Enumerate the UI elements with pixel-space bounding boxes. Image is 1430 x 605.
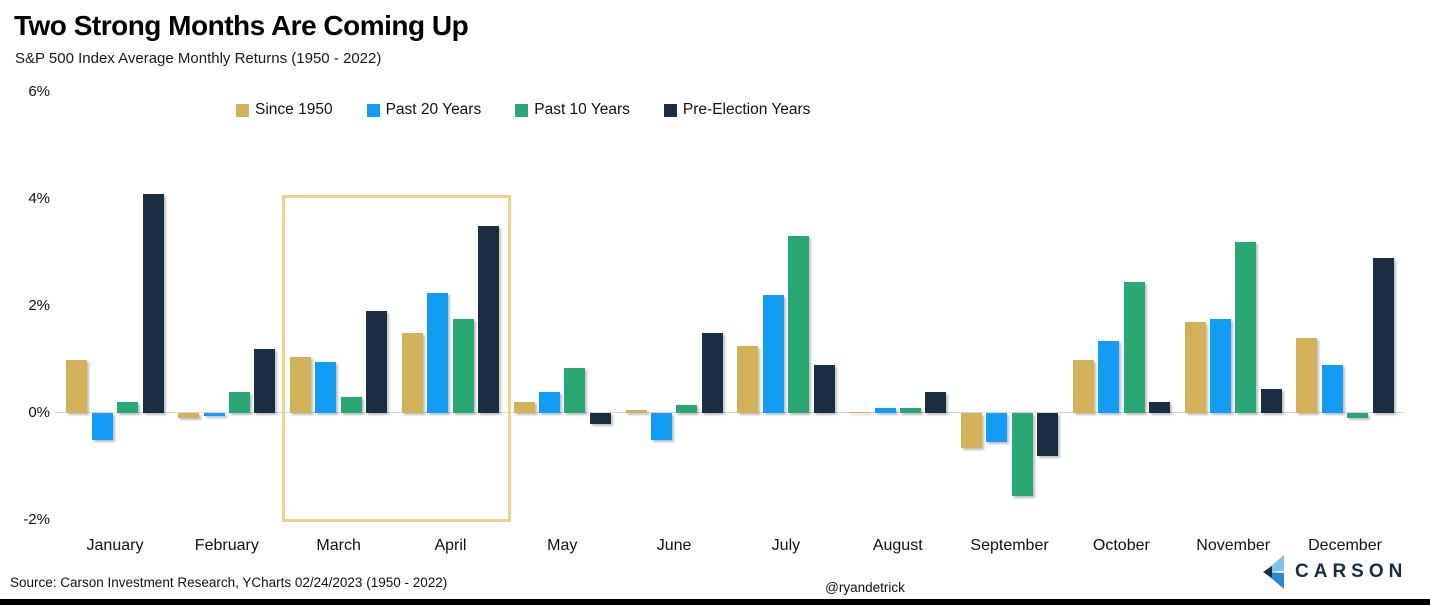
carson-logo: CARSON: [1263, 555, 1407, 589]
bar-may-past-20-years: [539, 391, 561, 413]
bar-december-past-10-years: [1347, 413, 1369, 419]
bar-april-since-1950: [401, 332, 423, 413]
bar-august-since-1950: [849, 411, 871, 413]
bar-february-since-1950: [178, 413, 200, 419]
legend-label: Past 20 Years: [385, 101, 482, 118]
legend-item-pre-election-years: Pre-Election Years: [663, 101, 811, 119]
bar-august-past-20-years: [874, 407, 896, 413]
bar-june-since-1950: [625, 410, 647, 413]
carson-logo-text: CARSON: [1295, 561, 1408, 582]
x-label-september: September: [970, 537, 1049, 554]
bar-march-pre-election-years: [366, 311, 388, 413]
twitter-handle: @ryandetrick: [825, 580, 905, 595]
bar-may-past-10-years: [564, 367, 586, 413]
bar-november-since-1950: [1184, 322, 1206, 413]
bar-february-past-10-years: [229, 391, 251, 413]
x-label-june: June: [656, 537, 692, 554]
x-label-may: May: [547, 537, 578, 554]
bar-june-past-20-years: [650, 413, 672, 440]
bar-november-pre-election-years: [1260, 388, 1282, 413]
bar-february-past-20-years: [203, 413, 225, 416]
bar-october-past-10-years: [1123, 281, 1145, 413]
legend-swatch-since-1950: [236, 103, 249, 117]
bar-march-past-10-years: [340, 396, 362, 413]
bar-november-past-10-years: [1235, 241, 1257, 413]
legend-item-past-20-years: Past 20 Years: [366, 101, 482, 119]
bar-july-past-10-years: [788, 236, 810, 413]
bar-may-pre-election-years: [589, 413, 611, 424]
bar-september-past-10-years: [1011, 413, 1033, 496]
bar-january-past-10-years: [117, 402, 139, 413]
source-note: Source: Carson Investment Research, YCha…: [10, 575, 448, 590]
y-tick--2-: -2%: [23, 511, 50, 528]
x-label-july: July: [771, 537, 801, 554]
carson-logo-icon: [1263, 555, 1284, 589]
x-label-march: March: [316, 537, 361, 554]
bar-january-pre-election-years: [142, 193, 164, 413]
chart-legend: Since 1950 Past 20 Years Past 10 Years Pre-…: [236, 101, 810, 119]
legend-label: Pre-Election Years: [682, 101, 811, 118]
bar-june-pre-election-years: [701, 332, 723, 413]
legend-label: Past 10 Years: [534, 101, 630, 118]
bar-september-past-20-years: [986, 413, 1008, 443]
bar-august-pre-election-years: [925, 391, 947, 413]
bar-february-pre-election-years: [254, 348, 276, 413]
zero-gridline: [55, 412, 1403, 413]
y-tick-0-: 0%: [28, 404, 50, 421]
bar-september-pre-election-years: [1037, 413, 1059, 456]
page-subtitle: S&P 500 Index Average Monthly Returns (1…: [15, 50, 382, 67]
bar-september-since-1950: [960, 413, 982, 448]
bar-october-since-1950: [1072, 359, 1094, 413]
x-label-january: January: [86, 537, 144, 554]
bar-november-past-20-years: [1210, 319, 1231, 413]
bar-may-since-1950: [513, 402, 535, 413]
bar-december-pre-election-years: [1372, 257, 1394, 413]
legend-label: Since 1950: [255, 101, 333, 118]
bar-july-since-1950: [737, 346, 759, 413]
bar-october-past-20-years: [1098, 340, 1120, 413]
bar-june-past-10-years: [676, 404, 698, 413]
legend-item-past-10-years: Past 10 Years: [515, 101, 630, 119]
bar-april-past-20-years: [427, 292, 449, 413]
bar-april-past-10-years: [452, 319, 474, 413]
x-label-october: October: [1092, 537, 1150, 554]
bar-january-past-20-years: [91, 413, 113, 440]
x-label-april: April: [434, 537, 467, 554]
legend-swatch-pre-election-years: [663, 103, 677, 117]
bar-july-past-20-years: [762, 295, 784, 413]
x-label-november: November: [1196, 537, 1271, 554]
legend-item-since-1950: Since 1950: [236, 101, 333, 119]
bottom-border-bar: [0, 599, 1430, 605]
y-tick-6-: 6%: [28, 83, 50, 100]
bar-december-past-20-years: [1321, 364, 1343, 413]
bar-october-pre-election-years: [1148, 402, 1170, 413]
bar-january-since-1950: [66, 359, 88, 413]
bar-august-past-10-years: [899, 407, 921, 413]
page-title: Two Strong Months Are Coming Up: [14, 10, 469, 41]
bar-december-since-1950: [1296, 338, 1318, 413]
bar-march-past-20-years: [315, 362, 337, 413]
legend-swatch-past-20-years: [366, 103, 380, 117]
y-tick-2-: 2%: [28, 297, 50, 314]
bar-july-pre-election-years: [813, 364, 835, 413]
x-label-february: February: [194, 537, 259, 554]
x-label-december: December: [1308, 537, 1382, 554]
bar-april-pre-election-years: [478, 225, 500, 413]
y-tick-4-: 4%: [28, 190, 50, 207]
legend-swatch-past-10-years: [515, 103, 529, 117]
x-label-august: August: [872, 537, 923, 554]
bar-march-since-1950: [290, 356, 312, 413]
march-april-highlight-box: [281, 195, 512, 522]
